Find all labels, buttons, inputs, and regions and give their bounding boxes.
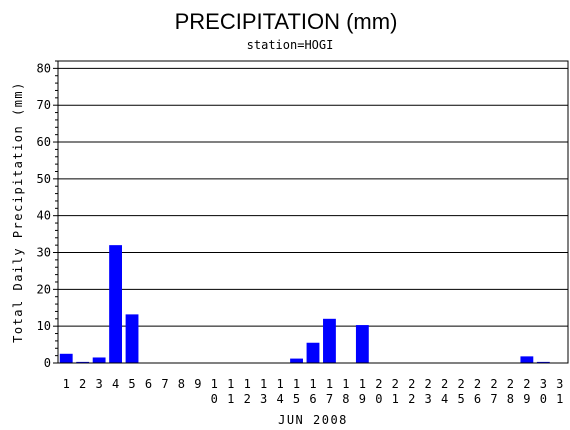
plot-frame bbox=[57, 60, 569, 364]
x-tick-label: 1 bbox=[276, 377, 283, 391]
x-tick-label: 1 bbox=[309, 377, 316, 391]
x-tick-label: 9 bbox=[523, 392, 530, 406]
x-tick-label: 4 bbox=[441, 392, 448, 406]
bar-day-3 bbox=[92, 357, 106, 363]
bar-day-4 bbox=[109, 245, 122, 363]
x-tick-label: 2 bbox=[457, 377, 464, 391]
x-tick-label: 6 bbox=[474, 392, 481, 406]
x-tick-label: 1 bbox=[211, 377, 218, 391]
bar-day-19 bbox=[355, 325, 369, 363]
x-tick-label: 3 bbox=[540, 377, 547, 391]
x-axis-ticks: 1 2 3 4 5 6 7 8 9 1011121314151617181920212223242… bbox=[63, 377, 564, 406]
gridlines bbox=[58, 67, 568, 327]
bar-day-17 bbox=[323, 318, 336, 363]
x-tick-label: 1 bbox=[556, 392, 563, 406]
x-tick-label: 4 bbox=[112, 377, 119, 391]
x-tick-label: 9 bbox=[359, 392, 366, 406]
x-tick-label: 3 bbox=[556, 377, 563, 391]
x-tick-label: 1 bbox=[244, 377, 251, 391]
bar-day-29 bbox=[520, 356, 534, 363]
bar-day-30 bbox=[536, 361, 550, 363]
x-tick-label: 2 bbox=[474, 377, 481, 391]
x-tick-label: 2 bbox=[507, 377, 514, 391]
x-tick-label: 6 bbox=[309, 392, 316, 406]
chart-subtitle: station=HOGI bbox=[247, 38, 334, 52]
y-tick-label: 40 bbox=[37, 209, 51, 223]
y-tick-label: 0 bbox=[44, 356, 51, 370]
x-tick-label: 3 bbox=[260, 392, 267, 406]
y-tick-label: 50 bbox=[37, 172, 51, 186]
x-tick-label: 1 bbox=[227, 377, 234, 391]
x-tick-label: 6 bbox=[145, 377, 152, 391]
x-tick-label: 1 bbox=[326, 377, 333, 391]
x-tick-label: 5 bbox=[457, 392, 464, 406]
x-tick-label: 9 bbox=[194, 377, 201, 391]
x-tick-label: 3 bbox=[96, 377, 103, 391]
y-tick-label: 60 bbox=[37, 135, 51, 149]
x-tick-label: 0 bbox=[540, 392, 547, 406]
x-tick-label: 2 bbox=[441, 377, 448, 391]
x-tick-label: 8 bbox=[342, 392, 349, 406]
x-tick-label: 7 bbox=[161, 377, 168, 391]
x-tick-label: 5 bbox=[293, 392, 300, 406]
x-tick-label: 1 bbox=[342, 377, 349, 391]
x-tick-label: 1 bbox=[227, 392, 234, 406]
x-tick-label: 8 bbox=[178, 377, 185, 391]
x-tick-label: 1 bbox=[260, 377, 267, 391]
x-tick-label: 1 bbox=[392, 392, 399, 406]
x-tick-label: 0 bbox=[211, 392, 218, 406]
x-tick-label: 1 bbox=[359, 377, 366, 391]
x-tick-label: 2 bbox=[523, 377, 530, 391]
x-tick-label: 2 bbox=[79, 377, 86, 391]
bars bbox=[59, 245, 550, 363]
bar-day-5 bbox=[125, 314, 139, 363]
x-tick-label: 0 bbox=[375, 392, 382, 406]
x-tick-label: 7 bbox=[490, 392, 497, 406]
y-axis-ticks: 0 10 20 30 40 50 60 70 80 bbox=[37, 60, 58, 370]
x-tick-label: 2 bbox=[392, 377, 399, 391]
y-tick-label: 80 bbox=[37, 61, 51, 75]
x-tick-label: 5 bbox=[128, 377, 135, 391]
x-tick-label: 4 bbox=[276, 392, 283, 406]
x-tick-label: 7 bbox=[326, 392, 333, 406]
x-tick-label: 1 bbox=[293, 377, 300, 391]
bar-day-16 bbox=[306, 342, 320, 363]
x-axis-label: JUN 2008 bbox=[278, 413, 348, 427]
bar-day-1 bbox=[59, 353, 73, 363]
x-tick-label: 3 bbox=[425, 392, 432, 406]
y-tick-label: 20 bbox=[37, 282, 51, 296]
y-tick-label: 30 bbox=[37, 246, 51, 260]
x-tick-label: 2 bbox=[408, 392, 415, 406]
x-tick-label: 2 bbox=[375, 377, 382, 391]
bar-day-15 bbox=[290, 358, 303, 363]
y-axis-label: Total Daily Precipitation (mm) bbox=[11, 81, 25, 343]
y-tick-label: 10 bbox=[37, 319, 51, 333]
chart-title: PRECIPITATION (mm) bbox=[175, 9, 398, 34]
bar-day-2 bbox=[76, 361, 90, 363]
x-tick-label: 2 bbox=[490, 377, 497, 391]
x-tick-label: 2 bbox=[408, 377, 415, 391]
y-tick-label: 70 bbox=[37, 98, 51, 112]
x-tick-label: 8 bbox=[507, 392, 514, 406]
x-tick-label: 2 bbox=[425, 377, 432, 391]
x-tick-label: 1 bbox=[63, 377, 70, 391]
x-tick-label: 2 bbox=[244, 392, 251, 406]
